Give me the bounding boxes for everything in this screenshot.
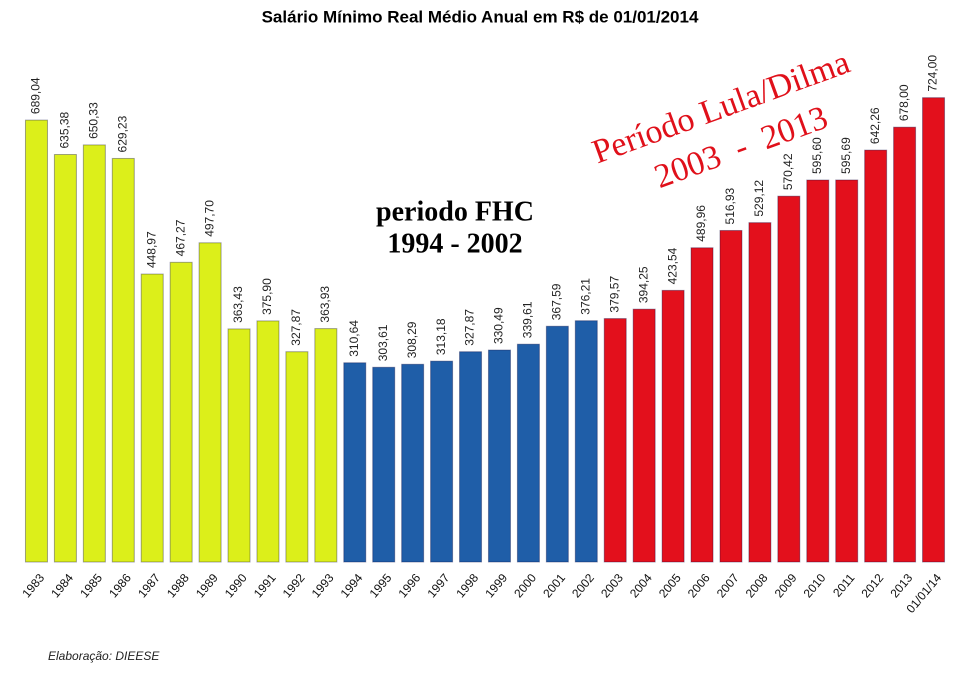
value-label: 629,23 bbox=[115, 115, 129, 152]
value-label: 330,49 bbox=[492, 307, 506, 344]
value-label: 363,43 bbox=[231, 286, 245, 323]
x-tick-label: 1984 bbox=[48, 571, 76, 601]
value-label: 650,33 bbox=[87, 102, 101, 139]
value-label: 595,60 bbox=[810, 137, 824, 174]
x-tick-label: 1989 bbox=[193, 571, 221, 601]
bar bbox=[343, 362, 367, 563]
bar bbox=[430, 360, 454, 563]
bar bbox=[256, 320, 280, 563]
bar bbox=[459, 351, 483, 563]
x-tick-label: 2000 bbox=[511, 571, 539, 601]
bar bbox=[314, 328, 338, 563]
value-label: 497,70 bbox=[202, 200, 216, 237]
x-tick-label: 2007 bbox=[714, 571, 742, 601]
annotation: 1994 - 2002 bbox=[387, 228, 522, 259]
bar bbox=[719, 229, 743, 563]
bar bbox=[748, 222, 772, 563]
bar bbox=[140, 273, 164, 563]
x-tick-label: 1986 bbox=[106, 571, 134, 601]
value-label: 367,59 bbox=[550, 283, 564, 320]
x-tick-label: 1995 bbox=[367, 571, 395, 601]
bar bbox=[53, 154, 77, 563]
bar bbox=[545, 325, 569, 563]
value-label: 595,69 bbox=[839, 137, 853, 174]
x-tick-label: 2009 bbox=[772, 571, 800, 601]
x-tick-label: 2002 bbox=[569, 571, 597, 601]
value-label: 363,93 bbox=[318, 286, 332, 323]
bar bbox=[777, 195, 801, 563]
value-label: 467,27 bbox=[173, 219, 187, 256]
value-label: 724,00 bbox=[926, 55, 940, 92]
x-tick-label: 1998 bbox=[453, 571, 481, 601]
value-label: 310,64 bbox=[347, 320, 361, 357]
value-label: 327,87 bbox=[463, 309, 477, 346]
value-label: 379,57 bbox=[607, 276, 621, 313]
x-tick-label: 1994 bbox=[338, 571, 366, 601]
value-label: 689,04 bbox=[29, 77, 43, 114]
value-label: 642,26 bbox=[868, 107, 882, 144]
bar bbox=[24, 119, 48, 563]
bar bbox=[661, 289, 685, 563]
bar bbox=[516, 343, 540, 563]
bar bbox=[574, 320, 598, 563]
value-label: 516,93 bbox=[723, 187, 737, 224]
bar bbox=[806, 179, 830, 563]
x-tick-label: 1999 bbox=[482, 571, 510, 601]
bar bbox=[690, 247, 714, 563]
x-tick-label: 1993 bbox=[309, 571, 337, 601]
x-tick-label: 1996 bbox=[395, 571, 423, 601]
value-label: 313,18 bbox=[434, 318, 448, 355]
x-tick-label: 2006 bbox=[685, 571, 713, 601]
bar bbox=[922, 97, 946, 563]
x-tick-label: 1992 bbox=[280, 571, 308, 601]
value-label: 678,00 bbox=[897, 84, 911, 121]
bar bbox=[864, 149, 888, 563]
value-label: 570,42 bbox=[781, 153, 795, 190]
bar bbox=[111, 157, 135, 563]
bar bbox=[835, 179, 859, 563]
value-label: 376,21 bbox=[578, 278, 592, 315]
bar bbox=[227, 328, 251, 563]
bar bbox=[198, 242, 222, 563]
value-label: 327,87 bbox=[289, 309, 303, 346]
value-label: 303,61 bbox=[376, 324, 390, 361]
bar bbox=[82, 144, 106, 563]
chart-title: Salário Mínimo Real Médio Anual em R$ de… bbox=[262, 7, 699, 26]
value-label: 489,96 bbox=[694, 205, 708, 242]
x-tick-label: 2003 bbox=[598, 571, 626, 601]
value-label: 635,38 bbox=[58, 111, 72, 148]
x-tick-label: 1987 bbox=[135, 571, 163, 601]
value-label: 529,12 bbox=[752, 180, 766, 217]
x-tick-label: 1988 bbox=[164, 571, 192, 601]
bar bbox=[603, 318, 627, 563]
source-note: Elaboração: DIEESE bbox=[48, 649, 160, 663]
bar bbox=[487, 349, 511, 563]
x-tick-label: 2008 bbox=[743, 571, 771, 601]
value-label: 448,97 bbox=[144, 231, 158, 268]
x-tick-label: 2001 bbox=[540, 571, 568, 601]
value-label: 339,61 bbox=[521, 301, 535, 338]
value-label: 308,29 bbox=[405, 321, 419, 358]
value-label: 423,54 bbox=[665, 247, 679, 284]
bar bbox=[372, 366, 396, 563]
x-tick-label: 2010 bbox=[801, 571, 829, 601]
x-tick-label: 1990 bbox=[222, 571, 250, 601]
bar bbox=[893, 126, 917, 563]
x-tick-label: 2005 bbox=[656, 571, 684, 601]
x-tick-label: 2004 bbox=[627, 571, 655, 601]
x-tick-label: 1997 bbox=[424, 571, 452, 601]
x-tick-label: 1983 bbox=[19, 571, 47, 601]
x-tick-label: 2012 bbox=[858, 571, 886, 601]
bar bbox=[169, 261, 193, 563]
bar bbox=[285, 351, 309, 563]
x-tick-label: 1985 bbox=[77, 571, 105, 601]
bar bbox=[632, 308, 656, 563]
annotation: periodo FHC bbox=[376, 196, 534, 227]
bar bbox=[401, 363, 425, 563]
x-tick-label: 2011 bbox=[830, 571, 858, 600]
value-label: 375,90 bbox=[260, 278, 274, 315]
value-label: 394,25 bbox=[636, 266, 650, 303]
x-tick-label: 1991 bbox=[251, 571, 279, 601]
